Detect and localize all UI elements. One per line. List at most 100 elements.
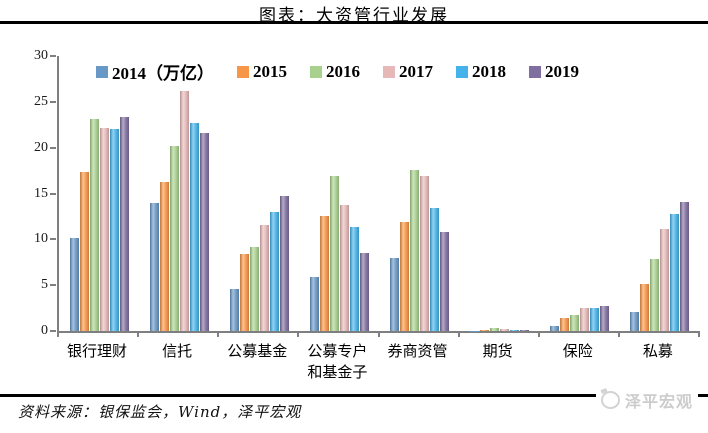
bar [309, 276, 319, 331]
bar [199, 133, 209, 331]
x-tick-mark [57, 333, 59, 337]
bar [510, 329, 520, 331]
bar-group [460, 56, 540, 331]
bar [239, 254, 249, 331]
watermark-label: 泽平宏观 [624, 392, 693, 411]
bar [269, 211, 279, 331]
x-tick-mark [457, 333, 460, 337]
x-tick-mark [617, 333, 620, 337]
bar [89, 119, 99, 331]
bar [520, 329, 530, 331]
bar [470, 330, 480, 331]
bar-group [620, 56, 700, 331]
legend-item-2017: 2017 [383, 62, 433, 82]
bar [349, 227, 359, 331]
y-tick-label: 5 [41, 277, 48, 293]
y-tick-label: 30 [34, 48, 48, 63]
x-tick-mark [698, 333, 700, 337]
bar [550, 326, 560, 331]
legend-label: 2018 [472, 61, 506, 81]
bar [79, 171, 89, 331]
legend-label: 2015 [253, 61, 287, 81]
x-category-label: 银行理财 [67, 342, 128, 360]
bar [500, 328, 510, 331]
bar-group [59, 56, 139, 331]
bar [570, 315, 580, 331]
x-category-label: 保险 [562, 342, 593, 360]
legend-label: 2019 [545, 61, 579, 81]
legend-label: 2014（万亿） [112, 64, 214, 83]
y-tick-mark [50, 330, 56, 332]
bar-group [380, 56, 460, 331]
legend-item-2018: 2018 [456, 62, 506, 82]
bar [179, 90, 189, 331]
legend-item-2015: 2015 [237, 62, 287, 82]
title-divider [0, 21, 708, 24]
x-category-label: 券商资管 [387, 342, 448, 360]
legend-label: 2016 [326, 61, 360, 81]
legend-swatch [237, 65, 249, 78]
y-tick-mark [50, 146, 56, 149]
legend: 2014（万亿） 2015 2016 2017 2018 2019 [96, 59, 579, 84]
y-tick-mark [50, 55, 56, 57]
y-tick-mark [50, 192, 56, 195]
bar [229, 288, 239, 331]
source-note: 资料来源：银保监会，Wind，泽平宏观 [18, 403, 302, 421]
legend-swatch [383, 65, 395, 78]
x-tick-mark [217, 333, 220, 337]
bar [660, 229, 670, 331]
legend-item-2019: 2019 [529, 62, 579, 82]
bar-group [540, 56, 620, 331]
y-tick-label: 20 [34, 139, 48, 155]
bar [69, 238, 79, 331]
y-tick-label: 25 [34, 93, 48, 109]
bar [440, 232, 450, 331]
bar [119, 116, 129, 331]
x-category-label: 信托 [162, 342, 193, 360]
bar [189, 122, 199, 331]
bar [359, 253, 369, 331]
zeping-logo-icon [600, 391, 620, 409]
x-tick-mark [297, 333, 300, 337]
bar [430, 208, 440, 331]
legend-swatch [96, 65, 108, 78]
bar [400, 221, 410, 331]
legend-swatch [456, 65, 468, 78]
bar [159, 181, 169, 331]
bar [169, 145, 179, 331]
y-tick-label: 10 [34, 231, 48, 247]
bar [680, 201, 690, 331]
x-tick-mark [537, 333, 540, 337]
y-tick-label: 0 [41, 323, 48, 338]
x-category-label: 期货 [482, 342, 513, 360]
bar-group [299, 56, 379, 331]
bar [149, 202, 159, 331]
x-category-label: 私募 [642, 342, 673, 360]
bar [580, 308, 590, 331]
y-tick-mark [50, 100, 56, 103]
legend-swatch [529, 65, 541, 78]
plot-area [57, 56, 700, 333]
bar [410, 169, 420, 331]
bar [99, 127, 109, 331]
bar [560, 318, 570, 331]
bar [109, 129, 119, 331]
x-tick-mark [377, 333, 380, 337]
legend-item-2014: 2014（万亿） [96, 59, 214, 84]
bar [259, 224, 269, 331]
bar [279, 196, 289, 331]
bar [249, 246, 259, 331]
legend-swatch [310, 65, 322, 78]
bar [339, 205, 349, 331]
bar [480, 330, 490, 331]
bar [600, 306, 610, 331]
bar-group [139, 56, 219, 331]
x-category-label: 公募专户 和基金子 [307, 342, 368, 381]
bar [650, 258, 660, 331]
y-tick-label: 15 [34, 185, 48, 201]
legend-item-2016: 2016 [310, 62, 360, 82]
x-category-label: 公募基金 [227, 342, 288, 360]
bar [319, 215, 329, 331]
legend-label: 2017 [399, 61, 433, 81]
